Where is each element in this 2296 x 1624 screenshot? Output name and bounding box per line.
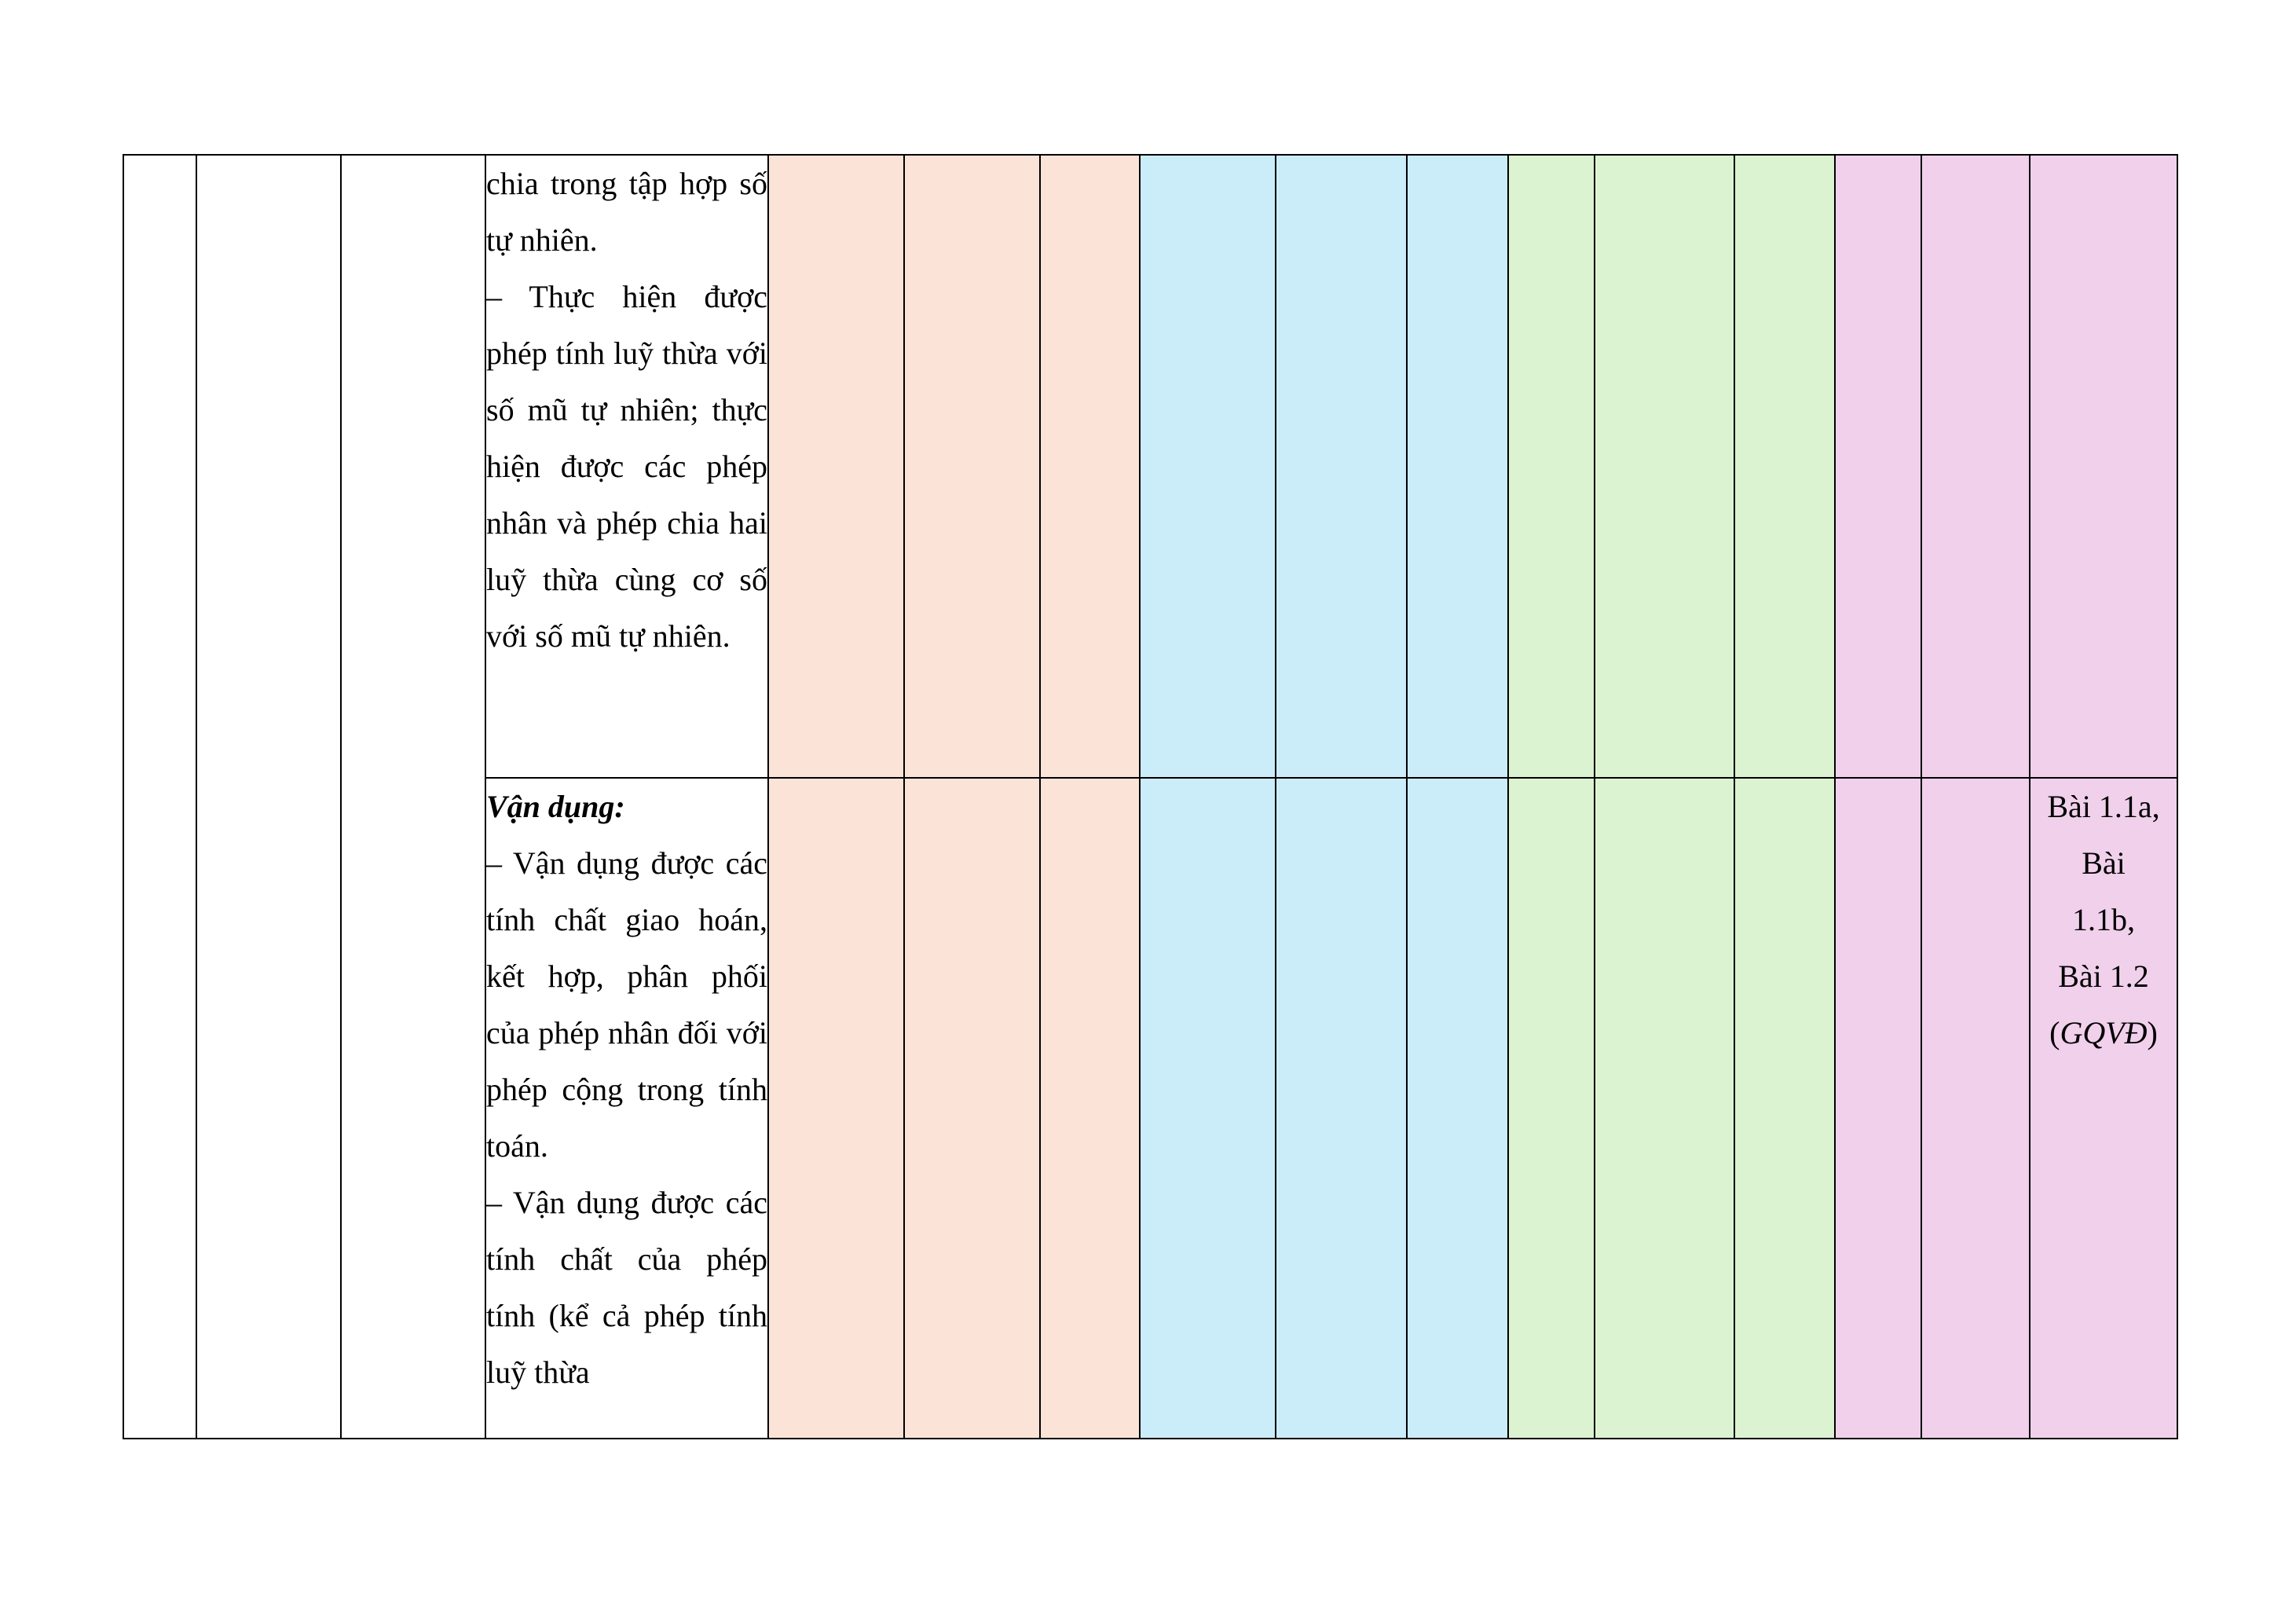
- apply-cell: [1734, 154, 1836, 779]
- recognize-cell: [903, 777, 1041, 1439]
- requirement-line: chia trong tập hợp số tự nhiên.: [486, 166, 767, 258]
- high-apply-cell: [1834, 777, 1922, 1439]
- requirement-line: – Thực hiện được phép tính luỹ thừa với …: [486, 279, 767, 654]
- high-apply-cell: [1921, 777, 2031, 1439]
- recognize-cell: [767, 777, 905, 1439]
- competency-tag: (GQVĐ): [2049, 1015, 2158, 1050]
- recognize-cell: [903, 154, 1041, 779]
- topic-cell: [196, 154, 342, 1439]
- requirement-cell: chia trong tập hợp số tự nhiên. – Thực h…: [485, 154, 769, 779]
- apply-cell: [1594, 777, 1735, 1439]
- table-row: Vận dụng: – Vận dụng được các tính chất …: [123, 777, 2178, 1439]
- understand-cell: [1139, 154, 1276, 779]
- recognize-cell: [1039, 777, 1141, 1439]
- understand-cell: [1406, 777, 1509, 1439]
- recognize-cell: [767, 154, 905, 779]
- apply-cell: [1734, 777, 1836, 1439]
- high-apply-cell: [1921, 154, 2031, 779]
- understand-cell: [1275, 154, 1408, 779]
- understand-cell: [1139, 777, 1276, 1439]
- content-unit-cell: [340, 154, 486, 1439]
- requirement-cell: Vận dụng: – Vận dụng được các tính chất …: [485, 777, 769, 1439]
- question-ref: Bài: [2082, 845, 2126, 881]
- question-ref: Bài 1.2: [2058, 959, 2149, 994]
- requirement-line: – Vận dụng được các tính chất giao hoán,…: [486, 845, 767, 1164]
- apply-cell: [1507, 154, 1595, 779]
- apply-cell: [1507, 777, 1595, 1439]
- apply-cell: [1594, 154, 1735, 779]
- competency-code: GQVĐ: [2060, 1015, 2148, 1050]
- high-apply-cell: [1834, 154, 1922, 779]
- requirement-line: – Vận dụng được các tính chất của phép t…: [486, 1185, 767, 1390]
- question-ref: Bài 1.1a,: [2047, 789, 2160, 824]
- assessment-matrix-table: chia trong tập hợp số tự nhiên. – Thực h…: [123, 154, 2178, 1439]
- index-cell: [123, 154, 197, 1439]
- question-ref: 1.1b,: [2072, 902, 2135, 937]
- question-list-cell: Bài 1.1a, Bài 1.1b, Bài 1.2 (GQVĐ): [2029, 777, 2178, 1439]
- recognize-cell: [1039, 154, 1141, 779]
- table-row: chia trong tập hợp số tự nhiên. – Thực h…: [123, 154, 2178, 1439]
- understand-cell: [1406, 154, 1509, 779]
- understand-cell: [1275, 777, 1408, 1439]
- level-heading: Vận dụng:: [486, 789, 625, 824]
- question-list-cell: [2029, 154, 2178, 779]
